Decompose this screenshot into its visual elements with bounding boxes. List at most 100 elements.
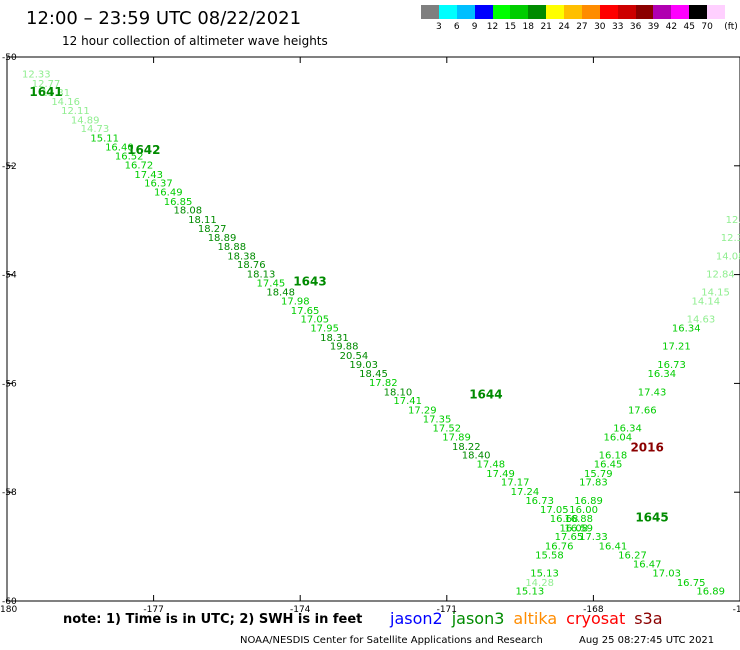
colorbar-label: 42 [665,22,678,32]
swh-label: 17.43 [134,170,163,181]
swh-label: 17.52 [432,423,461,434]
swh-label: 16.41 [599,541,628,552]
pass-number-label: 1645 [635,511,668,525]
y-tick-label: -56 [2,379,17,389]
colorbar-label: 24 [558,22,570,32]
colorbar-legend [421,5,725,19]
y-tick-label: -60 [2,597,17,607]
y-tick-label: -52 [2,162,17,172]
satellite-legend: jason2 jason3 altika cryosat s3a [390,609,672,628]
colorbar-label: 9 [471,22,478,32]
swh-label: 17.35 [423,415,452,426]
chart-subtitle: 12 hour collection of altimeter wave hei… [62,34,328,48]
colorbar-swatch [564,5,582,19]
colorbar-label: 27 [576,22,588,32]
swh-label: 18.40 [462,450,491,461]
swh-label: 18.08 [173,206,202,217]
pass-number-label: 2016 [630,440,663,454]
y-tick-label: -58 [2,488,17,498]
swh-label: 16.47 [633,559,662,570]
swh-label: 17.41 [393,396,422,407]
plot-frame [6,56,740,602]
satellite-legend-s3a: s3a [634,609,663,628]
swh-label: 20.54 [340,351,369,362]
swh-label: 16.59 [564,523,593,534]
swh-label: 12.11 [61,106,90,117]
colorbar-swatch [689,5,707,19]
swh-label: 19.03 [349,360,378,371]
swh-label: 18.38 [227,251,256,262]
colorbar-swatch [671,5,690,19]
swh-label: 16.73 [525,496,554,507]
pass-number-label: 1644 [469,388,502,402]
satellite-legend-jason3: jason3 [451,609,505,628]
swh-label: 18.10 [384,387,413,398]
swh-label: 16.75 [677,578,706,589]
swh-label: 18.48 [266,287,295,298]
colorbar-label: 36 [629,22,642,32]
colorbar-label: 70 [701,22,713,32]
swh-label: 12.60 [726,215,740,226]
pass-number-label: 1643 [293,274,326,288]
satellite-legend-altika: altika [513,609,558,628]
swh-label: 16.04 [604,433,633,444]
swh-label: 16.68 [550,514,579,525]
swh-label: 18.45 [359,369,388,380]
swh-label: 17.95 [310,324,339,335]
y-tick-label: -50 [2,53,17,63]
colorbar-swatch [546,5,564,19]
colorbar-swatch [492,5,511,19]
y-tick-label: -54 [2,271,17,281]
swh-label: 14.73 [81,124,110,135]
colorbar-swatch [707,5,725,19]
swh-label: 18.27 [198,224,227,235]
units-note: note: 1) Time is in UTC; 2) SWH is in fe… [63,612,363,627]
x-tick-label: -168 [583,605,604,615]
swh-label: 12.84 [706,269,735,280]
swh-label: 16.52 [115,151,144,162]
satellite-legend-cryosat: cryosat [566,609,626,628]
colorbar-label: 21 [540,22,552,32]
swh-label: 18.89 [208,233,237,244]
swh-label: 13.31 [42,88,71,99]
colorbar-swatch [456,5,475,19]
swh-label: 17.82 [369,378,398,389]
swh-label: 16.18 [599,450,628,461]
x-tick-label: -174 [290,605,311,615]
swh-label: 16.73 [657,360,686,371]
swh-label: 16.00 [569,505,598,516]
chart-title: 12:00 – 23:59 UTC 08/22/2021 [26,8,302,29]
colorbar-label: 33 [611,22,624,32]
swh-label: 17.49 [486,469,515,480]
swh-label: 17.83 [579,478,608,489]
x-tick-label: -180 [0,605,17,615]
pass-number-label: 1641 [29,85,62,99]
swh-label: 17.98 [281,297,310,308]
swh-label: 17.43 [638,387,667,398]
swh-label: 16.85 [164,197,193,208]
swh-label: 12.30 [721,233,740,244]
swh-label: 17.45 [257,279,286,290]
swh-label: 16.34 [647,369,676,380]
swh-label: 16.49 [154,188,183,199]
swh-label: 17.24 [511,487,540,498]
colorbar-label: (ft) [724,22,738,32]
swh-label: 18.76 [237,260,266,271]
track-labels: 12.3312.7713.3114.1612.1114.8914.7315.11… [22,70,740,598]
swh-label: 16.45 [594,460,623,471]
colorbar-swatch [653,5,672,19]
swh-label: 14.16 [51,97,80,108]
swh-label: 17.05 [540,505,569,516]
swh-label: 12.33 [22,70,51,81]
colorbar-label: 18 [522,22,535,32]
colorbar-swatch [581,5,600,19]
colorbar-swatch [635,5,654,19]
swh-label: 18.13 [247,269,276,280]
footer-timestamp: Aug 25 08:27:45 UTC 2021 [579,635,715,646]
swh-label: 16.89 [574,496,603,507]
colorbar-swatch [474,5,493,19]
swh-label: 17.33 [579,532,608,543]
colorbar-label: 12 [486,22,499,32]
swh-label: 16.88 [564,514,593,525]
